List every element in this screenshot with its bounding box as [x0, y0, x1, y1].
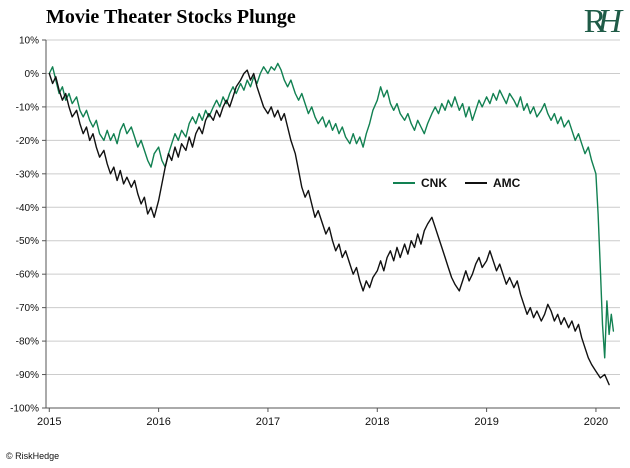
- x-tick-label: 2018: [365, 416, 389, 428]
- riskhedge-logo: RH: [583, 0, 622, 44]
- x-tick-label: 2017: [256, 416, 280, 428]
- cnk-line-swatch: [393, 182, 415, 184]
- y-tick-label: -60%: [16, 270, 39, 281]
- y-tick-label: -80%: [16, 337, 39, 348]
- y-tick-label: -50%: [16, 236, 39, 247]
- chart-legend: CNK AMC: [393, 176, 520, 190]
- y-tick-label: -20%: [16, 136, 39, 147]
- y-tick-label: -90%: [16, 370, 39, 381]
- y-tick-label: -30%: [16, 169, 39, 180]
- amc-line-swatch: [465, 182, 487, 184]
- series-line-amc: [48, 69, 610, 386]
- series-line-cnk: [48, 62, 615, 359]
- legend-item-cnk: CNK: [393, 176, 447, 190]
- y-tick-label: -100%: [10, 404, 39, 415]
- y-tick-label: 10%: [19, 36, 39, 47]
- copyright-credit: © RiskHedge: [6, 451, 60, 461]
- logo-letter-h: H: [597, 3, 621, 40]
- legend-label-cnk: CNK: [421, 176, 447, 190]
- y-tick-label: -40%: [16, 203, 39, 214]
- legend-item-amc: AMC: [465, 176, 520, 190]
- legend-label-amc: AMC: [493, 176, 521, 190]
- x-tick-label: 2019: [474, 416, 498, 428]
- logo-letter-r: R: [583, 3, 607, 40]
- page-title: Movie Theater Stocks Plunge: [46, 6, 296, 28]
- y-tick-label: 0%: [25, 69, 40, 80]
- x-tick-label: 2015: [37, 416, 61, 428]
- y-tick-label: -10%: [16, 102, 39, 113]
- y-tick-label: -70%: [16, 303, 39, 314]
- x-tick-label: 2020: [584, 416, 608, 428]
- x-tick-label: 2016: [146, 416, 170, 428]
